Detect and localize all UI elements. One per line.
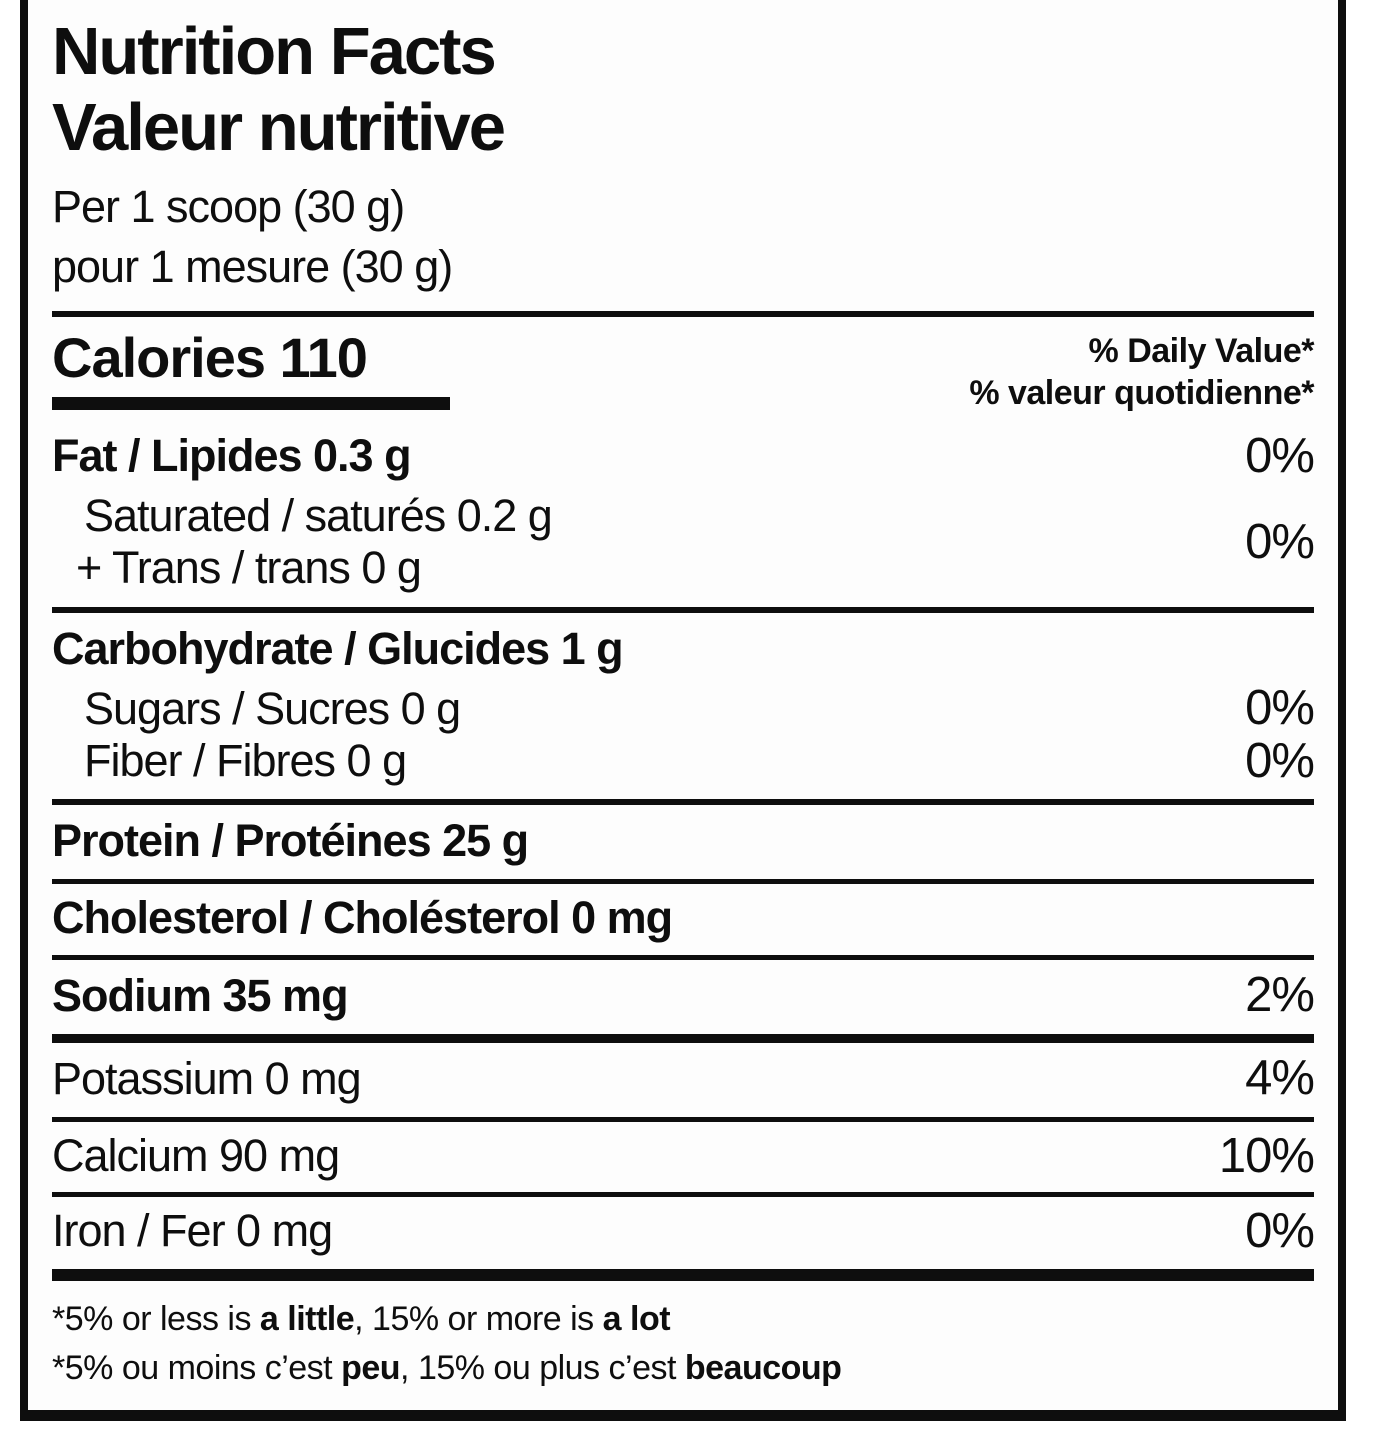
label-title-en: Nutrition Facts	[52, 14, 497, 89]
fat-label: Fat / Lipides 0.3 g	[52, 430, 412, 482]
calories-value: Calories 110	[52, 326, 368, 390]
iron-label: Iron / Fer 0 mg	[52, 1205, 333, 1257]
saturated-label: Saturated / saturés 0.2 g	[84, 490, 553, 542]
calcium-dv: 10%	[1218, 1128, 1315, 1183]
row-calcium: Calcium 90 mg 10%	[52, 1122, 1315, 1192]
footnote-fr-mid: , 15% ou plus c’est	[400, 1348, 685, 1387]
footnote-en: *5% or less is a little, 15% or more is …	[52, 1295, 1314, 1343]
footnote-fr-pre: *5% ou moins c’est	[52, 1348, 342, 1387]
row-cholesterol: Cholesterol / Cholésterol 0 mg	[52, 884, 1314, 954]
divider-above-cholesterol	[52, 879, 1314, 885]
potassium-label: Potassium 0 mg	[52, 1052, 362, 1104]
row-iron: Iron / Fer 0 mg 0%	[52, 1197, 1315, 1269]
fiber-dv: 0%	[1245, 733, 1315, 788]
protein-label: Protein / Protéines 25 g	[52, 815, 529, 867]
daily-value-header-en: % Daily Value*	[1088, 332, 1315, 371]
divider-above-footnotes	[52, 1269, 1314, 1282]
trans-label: + Trans / trans 0 g	[76, 542, 422, 594]
row-fiber: Fiber / Fibres 0 g 0%	[52, 733, 1315, 799]
calcium-label: Calcium 90 mg	[52, 1129, 340, 1181]
row-fat: Fat / Lipides 0.3 g 0%	[52, 414, 1315, 483]
fiber-label: Fiber / Fibres 0 g	[84, 734, 407, 786]
divider-above-sodium	[52, 954, 1314, 960]
divider-above-potassium	[52, 1033, 1314, 1043]
sodium-label: Sodium 35 mg	[52, 969, 349, 1021]
nutrition-facts-label: Nutrition Facts Valeur nutritive Per 1 s…	[20, 0, 1346, 1421]
row-protein: Protein / Protéines 25 g	[52, 805, 1314, 879]
footnote-fr-peu: peu	[341, 1348, 401, 1387]
divider-above-iron	[52, 1192, 1314, 1198]
sugars-dv: 0%	[1245, 681, 1315, 736]
sugars-label: Sugars / Sucres 0 g	[84, 682, 461, 734]
divider-above-protein	[52, 799, 1314, 806]
daily-value-header-fr: % valeur quotidienne*	[969, 373, 1314, 412]
calories-underline-bar	[52, 396, 450, 410]
carbohydrate-label: Carbohydrate / Glucides 1 g	[52, 622, 624, 674]
footnote-en-mid: , 15% or more is	[354, 1300, 603, 1339]
divider-under-serving	[52, 311, 1314, 318]
row-sugars: Sugars / Sucres 0 g 0%	[52, 675, 1315, 736]
row-saturated-trans: Saturated / saturés 0.2 g + Trans / tran…	[52, 482, 1315, 606]
footnote-fr: *5% ou moins c’est peu, 15% ou plus c’es…	[52, 1344, 1314, 1392]
potassium-dv: 4%	[1245, 1051, 1315, 1106]
footnote-en-a-lot: a lot	[602, 1300, 671, 1339]
row-potassium: Potassium 0 mg 4%	[52, 1043, 1315, 1117]
footnotes: *5% or less is a little, 15% or more is …	[52, 1281, 1314, 1392]
cholesterol-label: Cholesterol / Cholésterol 0 mg	[52, 892, 673, 944]
footnote-en-a-little: a little	[259, 1300, 355, 1339]
daily-value-header: % Daily Value* % valeur quotidienne*	[969, 329, 1314, 414]
serving-size-en: Per 1 scoop (30 g)	[52, 181, 405, 233]
calories-section: Calories 110 % Daily Value* % valeur quo…	[52, 317, 1314, 414]
row-carbohydrate: Carbohydrate / Glucides 1 g	[52, 613, 1314, 675]
footnote-fr-beaucoup: beaucoup	[684, 1348, 842, 1387]
fat-dv: 0%	[1245, 428, 1315, 483]
row-sodium: Sodium 35 mg 2%	[52, 960, 1315, 1034]
saturated-trans-dv: 0%	[1245, 514, 1315, 569]
iron-dv: 0%	[1245, 1203, 1315, 1258]
sodium-dv: 2%	[1245, 968, 1315, 1023]
divider-above-carbohydrate	[52, 606, 1314, 613]
serving-size-fr: pour 1 mesure (30 g)	[52, 241, 453, 293]
label-title-fr: Valeur nutritive	[52, 89, 506, 165]
divider-above-calcium	[52, 1116, 1314, 1122]
footnote-en-pre: *5% or less is	[52, 1300, 260, 1339]
